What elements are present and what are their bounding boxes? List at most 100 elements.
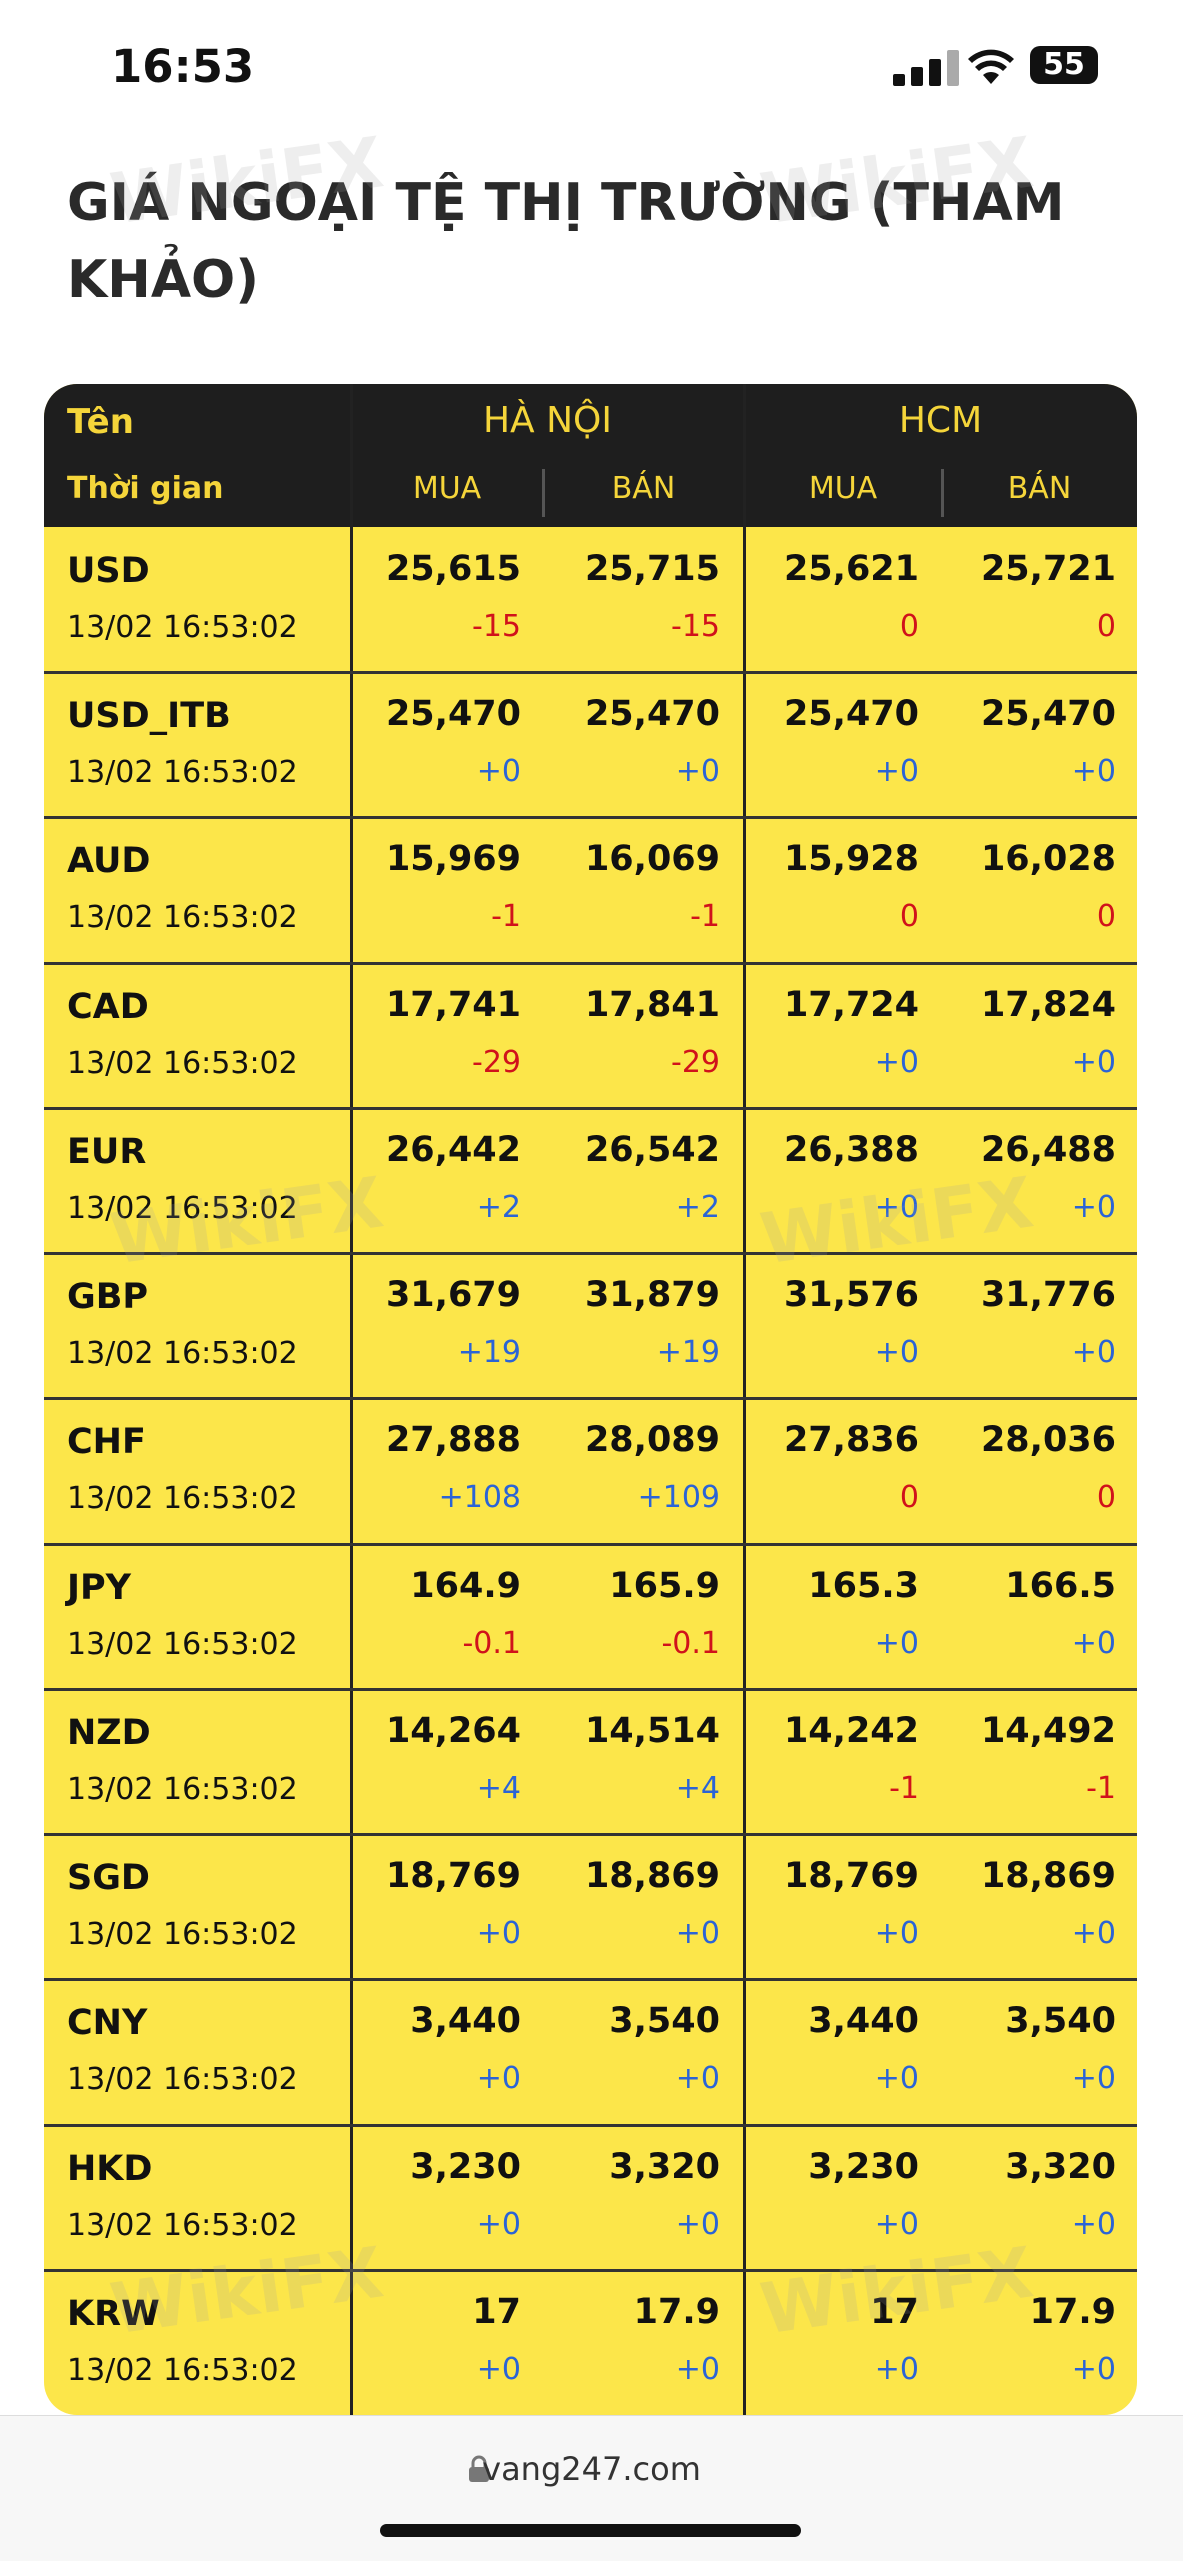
currency-name: CAD <box>67 986 149 1027</box>
currency-name: NZD <box>67 1712 151 1753</box>
rate-value: 26,388 <box>783 1129 919 1170</box>
rate-change: +4 <box>476 1770 521 1806</box>
rate-value: 17.9 <box>1029 2291 1116 2332</box>
rate-value: 27,888 <box>385 1420 521 1461</box>
update-time: 13/02 16:53:02 <box>67 2207 298 2243</box>
update-time: 13/02 16:53:02 <box>67 1045 298 1081</box>
rate-value: 18,869 <box>980 1856 1116 1897</box>
rate-value: 31,776 <box>980 1275 1116 1316</box>
rate-value: 164.9 <box>410 1565 521 1606</box>
page-title: GIÁ NGOẠI TỆ THỊ TRƯỜNG (THAM KHẢO) <box>67 173 1065 310</box>
rate-value: 16,028 <box>980 839 1116 880</box>
rate-value: 17,724 <box>783 984 919 1025</box>
signal-icon <box>893 50 959 86</box>
row-divider <box>44 816 1137 820</box>
lock-icon <box>469 2455 489 2482</box>
rate-value: 26,442 <box>385 1129 521 1170</box>
rate-value: 3,320 <box>609 2146 720 2187</box>
row-divider <box>44 1106 1137 1110</box>
rate-change: +0 <box>675 2351 720 2387</box>
update-time: 13/02 16:53:02 <box>67 1626 298 1662</box>
rate-value: 25,470 <box>584 694 720 735</box>
rate-change: -15 <box>671 609 720 644</box>
rate-value: 3,320 <box>1005 2146 1116 2187</box>
sub-header: BÁN <box>1007 471 1072 506</box>
update-time: 13/02 16:53:02 <box>67 610 298 645</box>
currency-name: CHF <box>67 1422 146 1463</box>
rate-value: 18,769 <box>783 1856 919 1897</box>
rate-change: +0 <box>1071 754 1116 790</box>
row-divider <box>44 2268 1137 2272</box>
wifi-icon <box>968 49 1014 84</box>
row-divider <box>44 2123 1137 2127</box>
rate-change: +0 <box>1071 2061 1116 2097</box>
rate-change: +0 <box>1071 2351 1116 2387</box>
rate-change: -0.1 <box>661 1625 720 1661</box>
row-divider <box>44 1687 1137 1691</box>
rate-value: 3,230 <box>410 2146 521 2187</box>
rate-value: 14,264 <box>385 1710 521 1751</box>
rate-value: 31,679 <box>385 1275 521 1316</box>
update-time: 13/02 16:53:02 <box>67 1917 298 1953</box>
rate-value: 166.5 <box>1005 1565 1116 1606</box>
rate-change: -29 <box>472 1044 521 1080</box>
update-time: 13/02 16:53:02 <box>67 900 298 936</box>
column-divider <box>941 469 944 517</box>
currency-name: USD <box>67 551 150 591</box>
rate-change: 0 <box>1096 1480 1116 1516</box>
rate-value: 14,514 <box>584 1710 720 1751</box>
rate-value: 165.9 <box>609 1565 720 1606</box>
rate-change: +0 <box>874 1189 919 1225</box>
currency-name: KRW <box>67 2293 160 2334</box>
rate-value: 165.3 <box>808 1565 919 1606</box>
browser-bar <box>0 2415 1183 2561</box>
rate-value: 3,540 <box>1005 2001 1116 2042</box>
rate-change: +2 <box>476 1189 521 1225</box>
update-time: 13/02 16:53:02 <box>67 2352 298 2388</box>
row-divider <box>44 1252 1137 1256</box>
update-time: 13/02 16:53:02 <box>67 1190 298 1226</box>
rate-change: 0 <box>899 1480 919 1516</box>
row-divider <box>44 1978 1137 1982</box>
rate-value: 3,230 <box>808 2146 919 2187</box>
rate-change: +0 <box>476 1916 521 1952</box>
rate-change: +0 <box>675 2061 720 2097</box>
rate-value: 3,540 <box>609 2001 720 2042</box>
rate-value: 25,721 <box>980 549 1116 589</box>
row-divider <box>44 1833 1137 1837</box>
rate-change: +0 <box>1071 2206 1116 2242</box>
rate-value: 15,969 <box>385 839 521 880</box>
rate-value: 25,715 <box>584 549 720 589</box>
rate-change: +4 <box>675 1770 720 1806</box>
rate-change: +0 <box>476 2351 521 2387</box>
rate-change: +0 <box>675 754 720 790</box>
rate-change: +0 <box>675 2206 720 2242</box>
currency-name: SGD <box>67 1858 150 1899</box>
rate-change: -1 <box>491 899 521 935</box>
rate-value: 26,488 <box>980 1129 1116 1170</box>
currency-name: AUD <box>67 841 151 882</box>
rate-change: +19 <box>457 1335 521 1371</box>
rate-value: 17,841 <box>584 984 720 1025</box>
group-header: HÀ NỘI <box>482 400 613 441</box>
rate-change: +0 <box>874 754 919 790</box>
rate-value: 16,069 <box>584 839 720 880</box>
sub-header: MUA <box>808 471 878 506</box>
currency-name: CNY <box>67 2003 148 2044</box>
rate-value: 14,492 <box>980 1710 1116 1751</box>
rate-change: +0 <box>476 2061 521 2097</box>
row-divider <box>44 1397 1137 1401</box>
rate-change: -15 <box>472 609 521 644</box>
rate-value: 25,621 <box>783 549 919 589</box>
rate-change: +0 <box>476 754 521 790</box>
rate-change: +0 <box>1071 1916 1116 1952</box>
update-time: 13/02 16:53:02 <box>67 755 298 791</box>
rate-value: 27,836 <box>783 1420 919 1461</box>
currency-name: JPY <box>67 1567 132 1608</box>
update-time: 13/02 16:53:02 <box>67 2062 298 2098</box>
rate-change: +109 <box>637 1480 720 1516</box>
rates-table: Tên Thời gian HÀ NỘI HCM MUA BÁN MUA BÁN USD 13/0… <box>44 384 1137 2415</box>
row-divider <box>44 671 1137 675</box>
rate-change: +0 <box>476 2206 521 2242</box>
